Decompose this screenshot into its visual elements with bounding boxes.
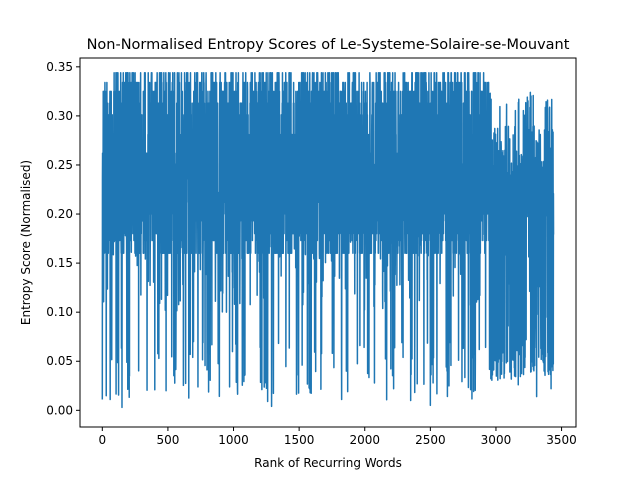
series-layer bbox=[101, 71, 555, 409]
x-axis-title: Rank of Recurring Words bbox=[254, 456, 402, 470]
x-tick-label: 3000 bbox=[481, 433, 512, 447]
x-tick-label: 1000 bbox=[218, 433, 249, 447]
y-tick-label: 0.35 bbox=[46, 60, 73, 74]
y-tick-label: 0.20 bbox=[46, 207, 73, 221]
plot-frame bbox=[79, 57, 577, 428]
y-axis-ticks: 0.00 0.05 0.10 0.15 0.20 0.25 0.30 0.35 bbox=[46, 60, 80, 417]
x-tick-label: 3500 bbox=[546, 433, 577, 447]
x-tick-label: 500 bbox=[156, 433, 179, 447]
y-tick-label: 0.30 bbox=[46, 109, 73, 123]
x-tick-label: 2000 bbox=[349, 433, 380, 447]
entropy-series-line bbox=[101, 71, 555, 409]
chart-title: Non-Normalised Entropy Scores of Le-Syst… bbox=[87, 37, 570, 53]
y-tick-label: 0.25 bbox=[46, 158, 73, 172]
y-axis-title: Entropy Score (Normalised) bbox=[19, 160, 33, 325]
x-tick-label: 1500 bbox=[284, 433, 315, 447]
y-tick-label: 0.05 bbox=[46, 354, 73, 368]
y-tick-label: 0.10 bbox=[46, 305, 73, 319]
x-tick-label: 2500 bbox=[415, 433, 446, 447]
y-tick-label: 0.00 bbox=[46, 403, 73, 417]
x-tick-label: 0 bbox=[98, 433, 106, 447]
y-tick-label: 0.15 bbox=[46, 256, 73, 270]
x-axis-ticks: 0 500 1000 1500 2000 2500 3000 3500 bbox=[98, 427, 577, 447]
